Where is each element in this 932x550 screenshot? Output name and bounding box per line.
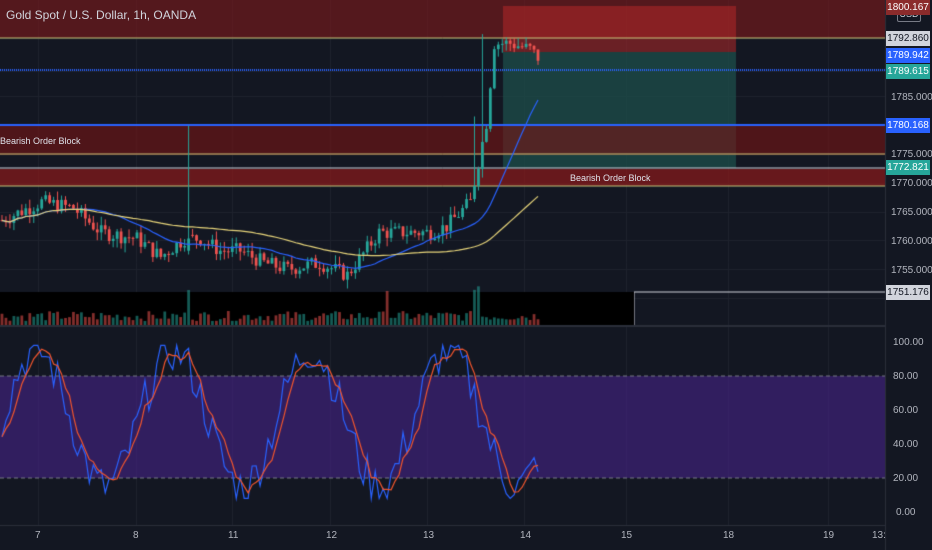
osc-tick: 80.00 [893, 371, 919, 382]
price-tick: 1755.000 [891, 265, 932, 276]
time-tick: 15 [621, 530, 633, 541]
price-tick: 1765.000 [891, 207, 932, 218]
price-tag-resistance: 1792.860 [886, 31, 930, 46]
price-tag-close: 1789.615 [886, 64, 930, 79]
time-tick: 12 [326, 530, 338, 541]
price-tick: 1770.000 [891, 178, 932, 189]
time-tick: 14 [520, 530, 532, 541]
price-tag-last: 1789.942 [886, 48, 930, 63]
price-tick: 1760.000 [891, 236, 932, 247]
time-tick: 13 [423, 530, 435, 541]
osc-tick: 40.00 [893, 439, 919, 450]
time-tick: 7 [35, 530, 41, 541]
time-tick: 8 [133, 530, 139, 541]
order-block-label-right: Bearish Order Block [570, 173, 651, 183]
price-tick: 1785.000 [891, 92, 932, 103]
price-tag-support: 1772.821 [886, 160, 930, 175]
order-block-label-left: Bearish Order Block [0, 136, 81, 146]
price-tag-volume-level: 1751.176 [886, 285, 930, 300]
time-tick: 18 [723, 530, 735, 541]
osc-tick: 60.00 [893, 405, 919, 416]
osc-tick: 100.00 [893, 337, 924, 348]
osc-tick: 0.00 [896, 507, 916, 518]
time-tick: 19 [823, 530, 835, 541]
symbol-title: Gold Spot / U.S. Dollar, 1h, OANDA [6, 8, 197, 22]
osc-tick: 20.00 [893, 473, 919, 484]
price-tag-top: 1800.167 [886, 0, 930, 15]
time-tick: 13: [872, 530, 886, 541]
price-tag-blue-level: 1780.168 [886, 118, 930, 133]
price-tick: 1775.000 [891, 149, 932, 160]
time-tick: 11 [228, 530, 239, 541]
